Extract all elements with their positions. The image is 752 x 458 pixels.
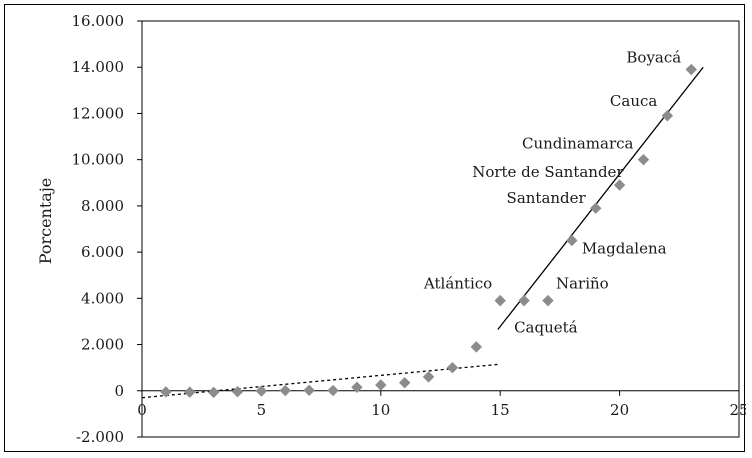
- data-point: [542, 294, 554, 307]
- point-label: Caquetá: [514, 319, 578, 337]
- y-axis-title: Porcentaje: [36, 178, 55, 265]
- point-label: Norte de Santander: [472, 163, 624, 181]
- data-point: [184, 386, 196, 398]
- data-point: [327, 384, 339, 397]
- data-point: [255, 385, 268, 397]
- data-point: [494, 294, 506, 307]
- data-point: [685, 63, 697, 76]
- data-point: [590, 202, 602, 214]
- y-tick-label: 2.000: [81, 336, 124, 354]
- data-point: [303, 384, 315, 397]
- plot-area: [141, 20, 740, 438]
- data-point: [518, 294, 530, 307]
- y-tick-label: 16.000: [72, 12, 125, 30]
- data-point: [207, 386, 220, 399]
- data-point: [661, 110, 674, 122]
- data-point: [470, 341, 483, 353]
- data-point: [637, 153, 650, 166]
- data-point: [613, 179, 626, 191]
- x-tick-label: 10: [371, 401, 390, 419]
- y-tick-label: 6.000: [81, 243, 124, 261]
- y-tick-label: 12.000: [72, 104, 125, 122]
- trend-line-dotted: [141, 363, 501, 399]
- data-point: [160, 386, 172, 398]
- data-point: [566, 234, 578, 247]
- point-label: Nariño: [556, 275, 609, 293]
- data-point: [351, 381, 363, 394]
- y-tick-label: -2.000: [76, 428, 124, 446]
- data-point: [446, 361, 459, 374]
- x-tick-label: 20: [610, 401, 629, 419]
- y-tick-label: 10.000: [72, 151, 125, 169]
- x-tick-label: 0: [137, 401, 147, 419]
- x-tick-label: 5: [257, 401, 267, 419]
- point-label: Cundinamarca: [522, 135, 634, 153]
- data-point: [422, 371, 435, 383]
- data-point: [279, 384, 291, 397]
- data-point: [398, 376, 411, 389]
- point-label: Atlántico: [423, 275, 492, 293]
- point-label: Boyacá: [626, 49, 681, 67]
- y-tick-label: 8.000: [81, 197, 124, 215]
- y-tick-label: 4.000: [81, 289, 124, 307]
- trend-line-solid: [497, 66, 704, 330]
- x-tick-label: 25: [729, 401, 746, 419]
- chart-frame: -2.000 0 2.000 4.000 6.000 8.000 10.000 12.000 1…: [4, 4, 749, 452]
- y-tick-label: 14.000: [72, 58, 125, 76]
- data-point: [375, 379, 387, 391]
- scatter-chart: -2.000 0 2.000 4.000 6.000 8.000 10.000 12.000 1…: [36, 12, 749, 446]
- point-label: Cauca: [610, 92, 657, 110]
- point-label: Santander: [507, 189, 587, 207]
- y-tick-label: 0: [114, 382, 124, 400]
- data-point: [231, 385, 244, 398]
- point-label: Magdalena: [582, 240, 667, 258]
- x-tick-label: 15: [491, 401, 510, 419]
